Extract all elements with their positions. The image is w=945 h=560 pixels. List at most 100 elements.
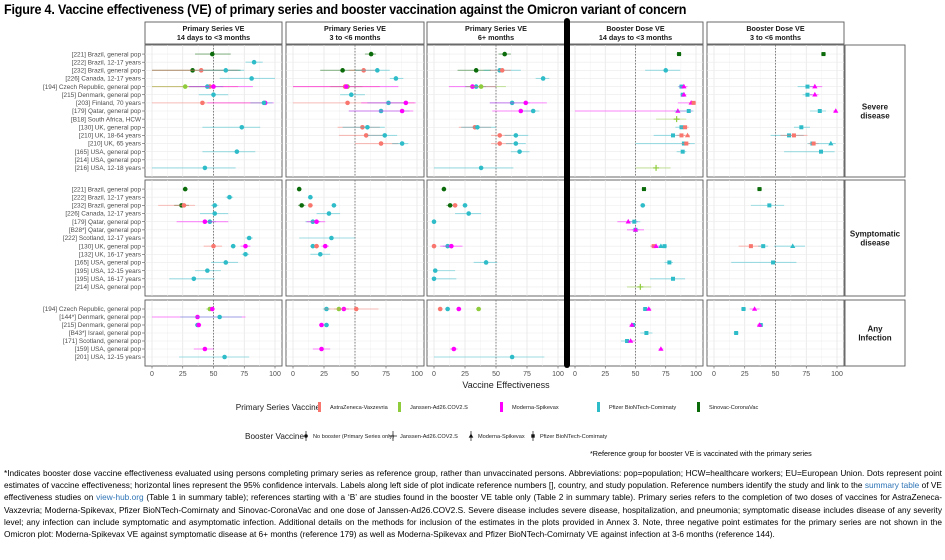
x-tick-label: 0 [432,371,436,378]
study-label: [216] USA, 12-18 years [75,165,141,172]
column-strip-title: Primary Series VE [183,24,245,33]
point-estimate-square [679,133,684,138]
point-estimate-triangle [751,306,758,311]
point-estimate-circle [530,108,536,114]
summary-table-link[interactable]: summary table [864,480,920,491]
x-tick-label: 100 [411,371,423,378]
point-estimate-square [734,331,739,335]
row-strip-label: disease [860,112,890,121]
point-estimate-circle [441,186,447,192]
x-tick-label: 25 [179,371,187,378]
footnote-text-3: (Table 1 in summary table); references s… [4,492,942,540]
point-estimate-circle [222,354,227,360]
point-estimate-circle [190,68,195,73]
point-estimate-circle [217,314,222,320]
point-estimate-triangle [812,91,818,97]
x-tick-label: 0 [150,371,154,378]
marks-layer [152,51,839,360]
x-tick-label: 100 [269,371,281,378]
point-estimate-circle [517,149,522,154]
point-estimate-circle [191,276,197,282]
point-estimate-circle [202,346,208,352]
point-estimate-circle [361,68,366,73]
point-estimate-circle [497,133,503,138]
point-estimate-circle [452,203,458,208]
point-estimate-square [680,149,685,154]
study-label: [201] USA, 12-15 years [75,354,141,361]
point-estimate-circle [261,100,267,106]
legend-swatch [697,402,700,412]
legend-item-label: Moderna-Spikevax [478,434,525,440]
point-estimate-square [632,219,637,224]
study-label: [214] USA, general pop [75,284,142,291]
point-estimate-circle [462,203,468,208]
point-estimate-circle [195,314,200,320]
point-estimate-circle [329,235,334,241]
point-estimate-triangle [658,346,664,351]
x-tick-label: 25 [320,371,328,378]
point-estimate-circle [663,68,669,73]
point-estimate-square [641,187,646,192]
study-label: [195] USA, 12-15 years [75,268,141,275]
point-estimate-square [651,244,656,249]
point-estimate-circle [445,243,450,249]
point-estimate-circle [200,100,205,106]
point-estimate-triangle [681,91,687,97]
legend-triangle-icon [468,433,474,438]
row-strip [844,299,906,367]
point-estimate-circle [540,76,546,81]
legend-square-icon [531,434,535,438]
point-estimate-circle [509,354,515,360]
study-label: [B18] South Africa, HCW [71,116,142,123]
x-tick-label: 75 [240,371,248,378]
point-estimate-circle [207,219,213,224]
column-strip-subtitle: 6+ months [478,33,514,42]
point-estimate-square [787,133,792,138]
point-estimate-circle [341,306,347,312]
point-estimate-square [819,149,824,154]
legend-swatch [318,402,321,412]
study-label: [221] Brazil, general pop [72,51,142,58]
point-estimate-circle [317,252,323,257]
point-estimate-circle [331,203,337,208]
point-estimate-circle [437,306,443,312]
study-label: [210] UK, 18-64 years [79,133,141,140]
point-estimate-circle [449,243,454,249]
point-estimate-square [767,203,772,208]
column-strip-title: Booster Dose VE [606,24,665,33]
x-tick-label: 0 [291,371,295,378]
point-estimate-circle [324,322,329,328]
view-hub-link[interactable]: view-hub.org [96,492,144,503]
legend-swatch [597,402,600,412]
point-estimate-triangle [833,108,839,113]
figure-footnote: *Indicates booster dose vaccine effectiv… [4,467,942,540]
legend-item-label: Janssen-Ad26.COV2.S [410,405,468,411]
row-strip [844,44,906,178]
study-label: [179] Qatar, general pop [72,219,141,226]
point-estimate-circle [223,260,229,265]
study-label: [132] UK, 16-17 years [79,252,141,259]
study-label: [226] Canada, 12-17 years [65,76,141,83]
point-estimate-circle [246,235,252,241]
point-estimate-circle [363,133,369,138]
point-estimate-circle [308,194,313,200]
point-estimate-circle [475,124,480,130]
point-estimate-cross [637,283,644,290]
point-estimate-circle [382,133,388,138]
point-estimate-circle [432,268,438,273]
legend-item-label: No booster (Primary Series only) [313,434,394,440]
x-tick-label: 25 [601,371,609,378]
point-estimate-circle [473,84,479,89]
x-axis-title: Vaccine Effectiveness [462,380,550,390]
point-estimate-triangle [812,83,818,89]
point-estimate-circle [447,203,453,208]
point-estimate-circle [451,346,457,352]
study-label: [232] Brazil, general pop [72,68,142,75]
point-estimate-square [671,133,676,138]
point-estimate-cross [653,164,660,171]
x-tick-label: 50 [351,371,359,378]
point-estimate-triangle [681,83,687,89]
point-estimate-square [741,307,746,311]
study-label: [214] USA, general pop [75,157,142,164]
study-label: [194] Czech Republic, general pop [43,306,141,313]
